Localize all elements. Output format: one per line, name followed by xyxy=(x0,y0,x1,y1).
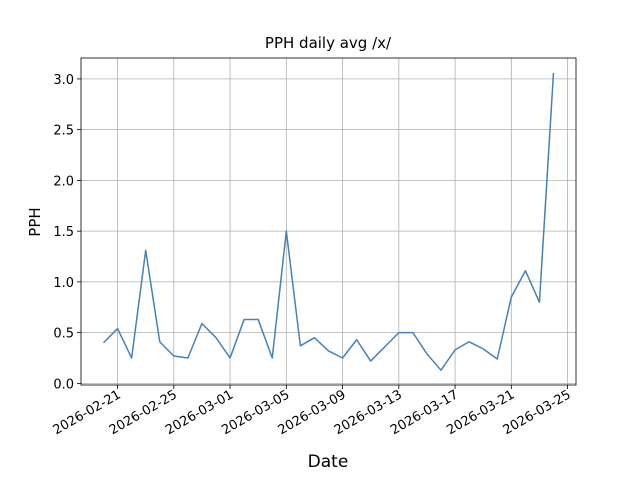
y-tick-label: 1.0 xyxy=(53,276,74,291)
y-tick-label: 1.5 xyxy=(53,225,74,240)
y-axis-label: PPH xyxy=(26,207,44,236)
y-tick-label: 3.0 xyxy=(53,73,74,88)
plot-frame xyxy=(80,57,577,386)
y-tick-label: 2.5 xyxy=(53,124,74,139)
y-tick-label: 2.0 xyxy=(53,174,74,189)
y-tick-label: 0.0 xyxy=(53,377,74,392)
x-axis-label: Date xyxy=(308,452,349,472)
y-tick-label: 0.5 xyxy=(53,327,74,342)
chart-title: PPH daily avg /x/ xyxy=(265,34,392,52)
line xyxy=(102,72,555,371)
